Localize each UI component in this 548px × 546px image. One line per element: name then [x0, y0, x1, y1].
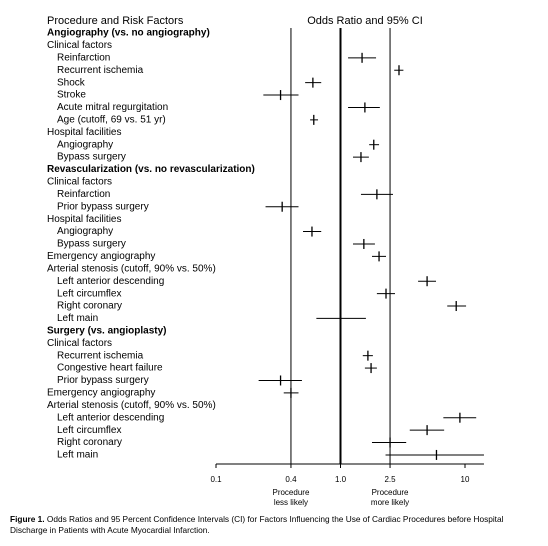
right-header: Odds Ratio and 95% CI — [307, 15, 423, 27]
axis-label: more likely — [371, 498, 409, 507]
row-label: Left circumflex — [57, 288, 121, 299]
row-label: Arterial stenosis (cutoff, 90% vs. 50%) — [47, 400, 216, 411]
row-label: Angiography — [57, 226, 113, 237]
x-tick-label: 1.0 — [335, 475, 347, 484]
row-label: Clinical factors — [47, 40, 112, 51]
caption: Figure 1. Odds Ratios and 95 Percent Con… — [10, 514, 540, 535]
row-label: Bypass surgery — [57, 152, 126, 163]
row-label: Hospital facilities — [47, 214, 121, 225]
row-label: Clinical factors — [47, 338, 112, 349]
row-label: Arterial stenosis (cutoff, 90% vs. 50%) — [47, 263, 216, 274]
row-label: Hospital facilities — [47, 127, 121, 138]
axis-label: less likely — [274, 498, 308, 507]
row-label: Angiography (vs. no angiography) — [47, 28, 210, 39]
x-tick-label: 0.4 — [285, 475, 297, 484]
row-label: Right coronary — [57, 437, 122, 448]
axis-label: Procedure — [372, 488, 409, 497]
row-label: Left main — [57, 313, 98, 324]
row-label: Surgery (vs. angioplasty) — [47, 325, 166, 336]
row-label: Prior bypass surgery — [57, 201, 149, 212]
row-label: Left circumflex — [57, 425, 121, 436]
axis-label: Procedure — [272, 488, 309, 497]
row-label: Emergency angiography — [47, 388, 155, 399]
x-tick-label: 0.1 — [210, 475, 222, 484]
left-header: Procedure and Risk Factors — [47, 15, 184, 27]
row-label: Left main — [57, 450, 98, 461]
row-label: Reinfarction — [57, 52, 110, 63]
row-label: Bypass surgery — [57, 239, 126, 250]
caption-text: Odds Ratios and 95 Percent Confidence In… — [10, 514, 504, 535]
row-label: Clinical factors — [47, 177, 112, 188]
row-label: Right coronary — [57, 301, 122, 312]
row-label: Acute mitral regurgitation — [57, 102, 168, 113]
row-label: Recurrent ischemia — [57, 350, 144, 361]
x-tick-label: 10 — [461, 475, 470, 484]
row-label: Reinfarction — [57, 189, 110, 200]
row-label: Emergency angiography — [47, 251, 155, 262]
row-label: Revascularization (vs. no revascularizat… — [47, 164, 255, 175]
row-label: Prior bypass surgery — [57, 375, 149, 386]
caption-label: Figure 1. — [10, 514, 45, 524]
row-label: Stroke — [57, 90, 86, 101]
row-label: Left anterior descending — [57, 276, 164, 287]
row-label: Age (cutoff, 69 vs. 51 yr) — [57, 115, 166, 126]
row-label: Left anterior descending — [57, 412, 164, 423]
x-tick-label: 2.5 — [384, 475, 396, 484]
chart: Procedure and Risk Factors Odds Ratio an… — [47, 15, 484, 507]
row-label: Congestive heart failure — [57, 363, 163, 374]
row-label: Recurrent ischemia — [57, 65, 144, 76]
row-label: Shock — [57, 77, 86, 88]
row-label: Angiography — [57, 139, 113, 150]
